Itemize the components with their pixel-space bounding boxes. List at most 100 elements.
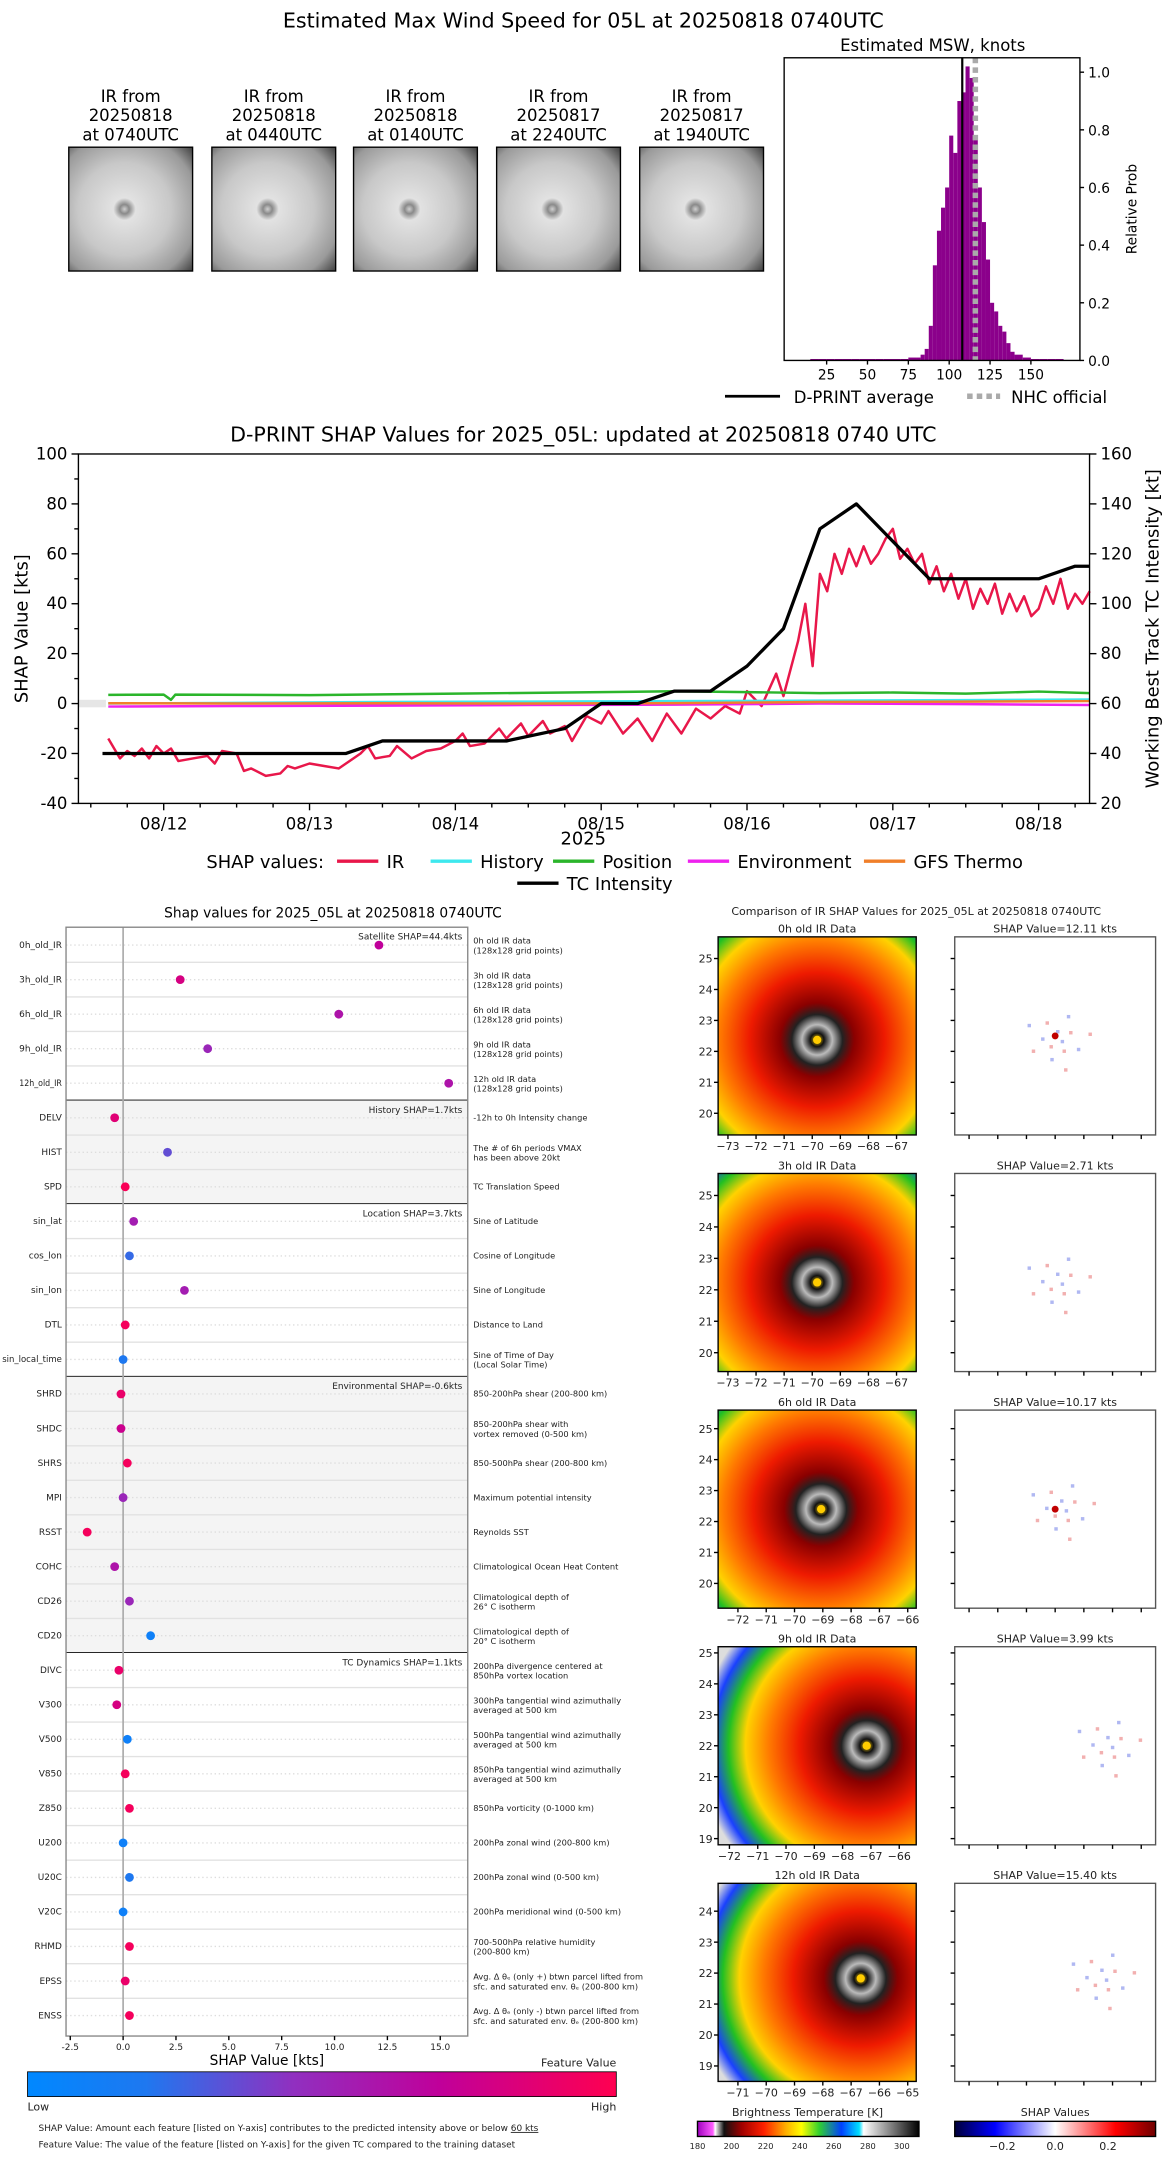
timeseries-ylabel-right: Working Best Track TC Intensity [kt] [1142,469,1163,788]
lat-tick-label: 22 [699,1046,713,1059]
shap-pixel [1041,1279,1045,1284]
lon-tick-label: −70 [783,1613,806,1626]
shap-dot-V20C [118,1907,128,1917]
shap-map-title: SHAP Value=2.71 kts [997,1159,1114,1172]
histogram-bar [945,187,950,361]
feature-name: 0h_old_IR [19,941,62,951]
shap-pixel [1100,1763,1104,1768]
feature-description: averaged at 500 km [473,1774,557,1784]
bt-colorbar [696,2120,920,2138]
histogram-bar [818,358,827,361]
lon-tick-label: −67 [859,1850,882,1863]
shap-pixel [1106,1735,1110,1740]
feature-group-label: TC Dynamics SHAP=1.1kts [341,1658,462,1668]
feature-description: TC Translation Speed [472,1182,559,1192]
feature-description: has been above 20kt [473,1153,561,1163]
shap-dot-CD26 [125,1596,134,1606]
feature-description: 850hPa tangential wind azimuthally [473,1764,621,1774]
footnote-baseline: 60 kts [511,2124,539,2134]
shap-dot-SHRD [116,1389,126,1399]
shap-pixel [1064,1509,1069,1513]
histogram-bar [1006,343,1011,361]
feature-description: Climatological depth of [473,1626,570,1636]
shap-pixel [1049,1287,1053,1292]
shap-dot-DELV [110,1113,120,1123]
histogram-bar [998,325,1003,361]
shap-pixel [1050,1057,1054,1062]
lon-tick-label: −66 [888,1850,911,1863]
shap-pixel [1073,1500,1077,1504]
feature-description: Maximum potential intensity [473,1492,591,1502]
lon-tick-label: −68 [840,1613,863,1626]
legend-dprint-label: D-PRINT average [794,388,934,407]
thumbnail-label-line1: IR from [244,87,304,106]
feature-description: 3h old IR data [473,970,531,980]
series-line-tc-intensity [102,502,1090,756]
histogram-bar [920,354,925,361]
feature-plot-title: Shap values for 2025_05L at 20250818 074… [164,906,502,922]
shap-hotspot [1051,1505,1059,1513]
histogram-bar [810,358,819,361]
feature-name: V300 [39,1701,62,1711]
lat-tick-label: 21 [699,1076,713,1089]
x-tick-label: 08/15 [577,815,625,834]
zero-band [78,699,106,708]
y-tick-label: -20 [40,744,67,763]
x-tick-label: 25 [818,368,836,384]
feature-description: (128x128 grid points) [473,945,563,955]
shap-pixel [1088,1275,1092,1279]
shap-dot-sin_lon [180,1286,189,1295]
y-right-tick-label: 120 [1101,544,1133,563]
feature-description: 850hPa vortex location [473,1670,568,1680]
y-right-tick-label: 140 [1101,494,1133,513]
feature-description: 20° C isotherm [473,1636,535,1646]
shap-dot-MPI [118,1493,128,1502]
shap-dot-DIVC [114,1665,124,1675]
lon-tick-label: −72 [726,1613,749,1626]
shap-dot-ENSS [125,2011,134,2020]
legend-label: IR [387,852,405,873]
shap-dot-U20C [125,1873,134,1882]
thumbnail-label-date: 20250817 [660,106,744,125]
ir-map-image [717,1646,917,1846]
shap-pixel [1060,1499,1064,1503]
thumbnail-label-time: at 1940UTC [653,125,750,144]
shap-pixel [1031,1292,1036,1296]
histogram-bar [859,358,868,361]
ir-thumbnail-image [639,146,765,272]
feature-name: EPSS [40,1977,63,1987]
shap-pixel [1094,1996,1098,2000]
lat-tick-label: 25 [699,1647,713,1660]
y-tick-label: 0.2 [1088,296,1110,312]
shap-pixel [1088,1032,1092,1036]
feature-description: 300hPa tangential wind azimuthally [473,1695,621,1705]
feature-group-label: History SHAP=1.7kts [369,1106,463,1116]
feature-description: Climatological Ocean Heat Content [473,1561,619,1571]
ir-map-title: 12h old IR Data [774,1869,859,1882]
feature-description: sfc. and saturated env. θₑ (200-800 km) [473,2016,638,2026]
y-tick-label: 100 [36,444,68,463]
y-right-tick-label: 60 [1101,694,1122,713]
y-tick-label: 20 [46,644,67,663]
shap-pixel [1049,1045,1053,1049]
lon-tick-label: −66 [868,2087,891,2100]
bt-colorbar-tick: 180 [690,2141,706,2151]
shap-pixel [1121,1986,1125,1990]
histogram-bar [941,207,946,361]
y-tick-label: 80 [46,494,67,513]
feature-name: DELV [39,1114,63,1124]
ir-map-title: 9h old IR Data [778,1633,856,1646]
lat-tick-label: 22 [699,1740,713,1753]
feature-description: The # of 6h periods VMAX [472,1143,582,1153]
feature-description: 700-500hPa relative humidity [473,1937,595,1947]
feature-description: (128x128 grid points) [473,1083,563,1093]
shap-dot-0h_old_IR [374,940,384,950]
x-tick-label: 100 [936,368,962,384]
lon-tick-label: −73 [716,1377,739,1390]
shap-pixel [1111,1953,1115,1957]
lon-tick-label: −69 [783,2087,806,2100]
lon-tick-label: −71 [746,1850,769,1863]
feature-description: 850-200hPa shear (200-800 km) [473,1389,607,1399]
shap-pixel [1053,1514,1057,1518]
feature-description: Distance to Land [473,1320,543,1330]
